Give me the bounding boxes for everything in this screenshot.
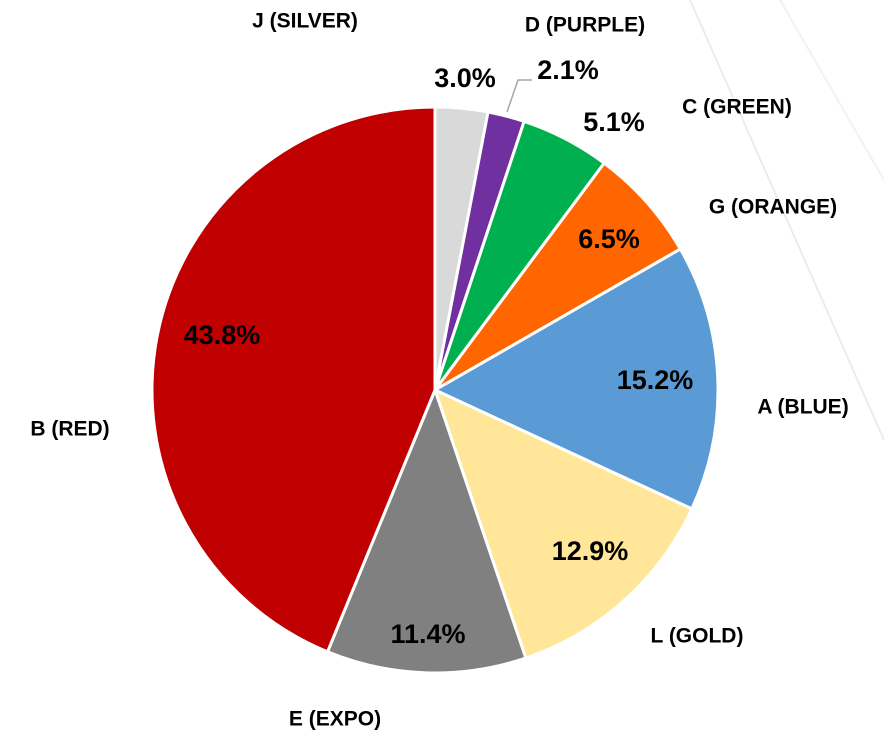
category-label: J (SILVER) — [252, 10, 358, 33]
value-label: 6.5% — [578, 224, 640, 254]
value-label: 12.9% — [552, 536, 629, 566]
pie-slice — [326, 388, 528, 675]
pie-slice — [433, 388, 694, 660]
category-label: C (GREEN) — [682, 96, 792, 119]
category-label: E (EXPO) — [289, 708, 381, 731]
value-label: 2.1% — [537, 55, 599, 85]
value-label: 43.8% — [184, 320, 261, 350]
category-label: G (ORANGE) — [709, 196, 837, 219]
value-label: 5.1% — [583, 107, 645, 137]
background-line — [689, 0, 884, 441]
category-label: B (RED) — [30, 418, 109, 441]
pie-slice — [433, 161, 682, 392]
value-label: 11.4% — [390, 619, 465, 649]
pie-slice — [433, 247, 720, 511]
pie-slice — [150, 105, 437, 654]
category-label: L (GOLD) — [651, 625, 744, 648]
background-line — [779, 0, 884, 181]
value-label: 15.2% — [617, 365, 694, 395]
value-label: 3.0% — [434, 63, 496, 93]
category-label: D (PURPLE) — [525, 14, 645, 37]
category-label: A (BLUE) — [757, 396, 848, 419]
leader-line — [506, 79, 532, 113]
